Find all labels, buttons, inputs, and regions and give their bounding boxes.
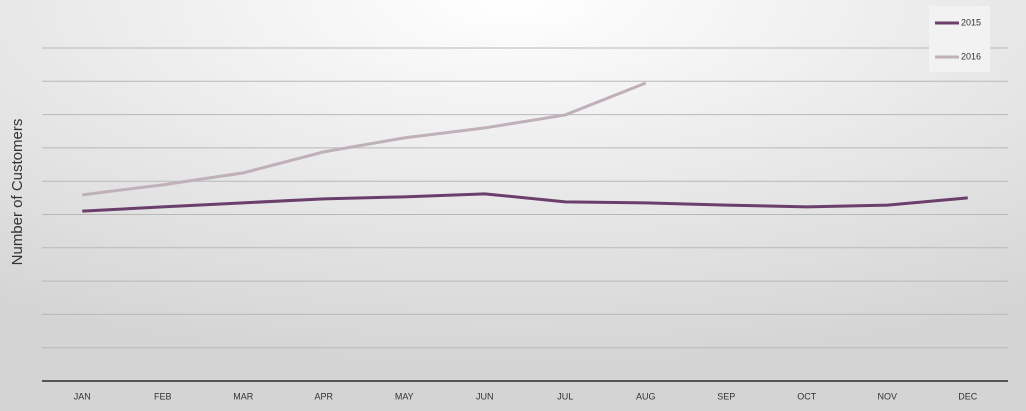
x-tick-label: AUG — [636, 391, 656, 401]
x-tick-label: JAN — [74, 391, 91, 401]
x-tick-label: JUN — [476, 391, 494, 401]
x-tick-label: NOV — [877, 391, 897, 401]
line-series — [82, 192, 968, 213]
x-tick-label: FEB — [154, 391, 172, 401]
x-tick-label: JUL — [557, 391, 573, 401]
line-series — [82, 81, 647, 197]
x-tick-label: APR — [314, 391, 333, 401]
x-tick-label: DEC — [958, 391, 978, 401]
x-tick-label: MAR — [233, 391, 254, 401]
x-tick-label: OCT — [797, 391, 817, 401]
x-tick-label: SEP — [717, 391, 735, 401]
legend-box — [929, 6, 990, 72]
legend-label: 2016 — [961, 51, 981, 61]
legend-label: 2015 — [961, 17, 981, 27]
y-axis-label: Number of Customers — [9, 119, 26, 266]
x-tick-label: MAY — [395, 391, 414, 401]
